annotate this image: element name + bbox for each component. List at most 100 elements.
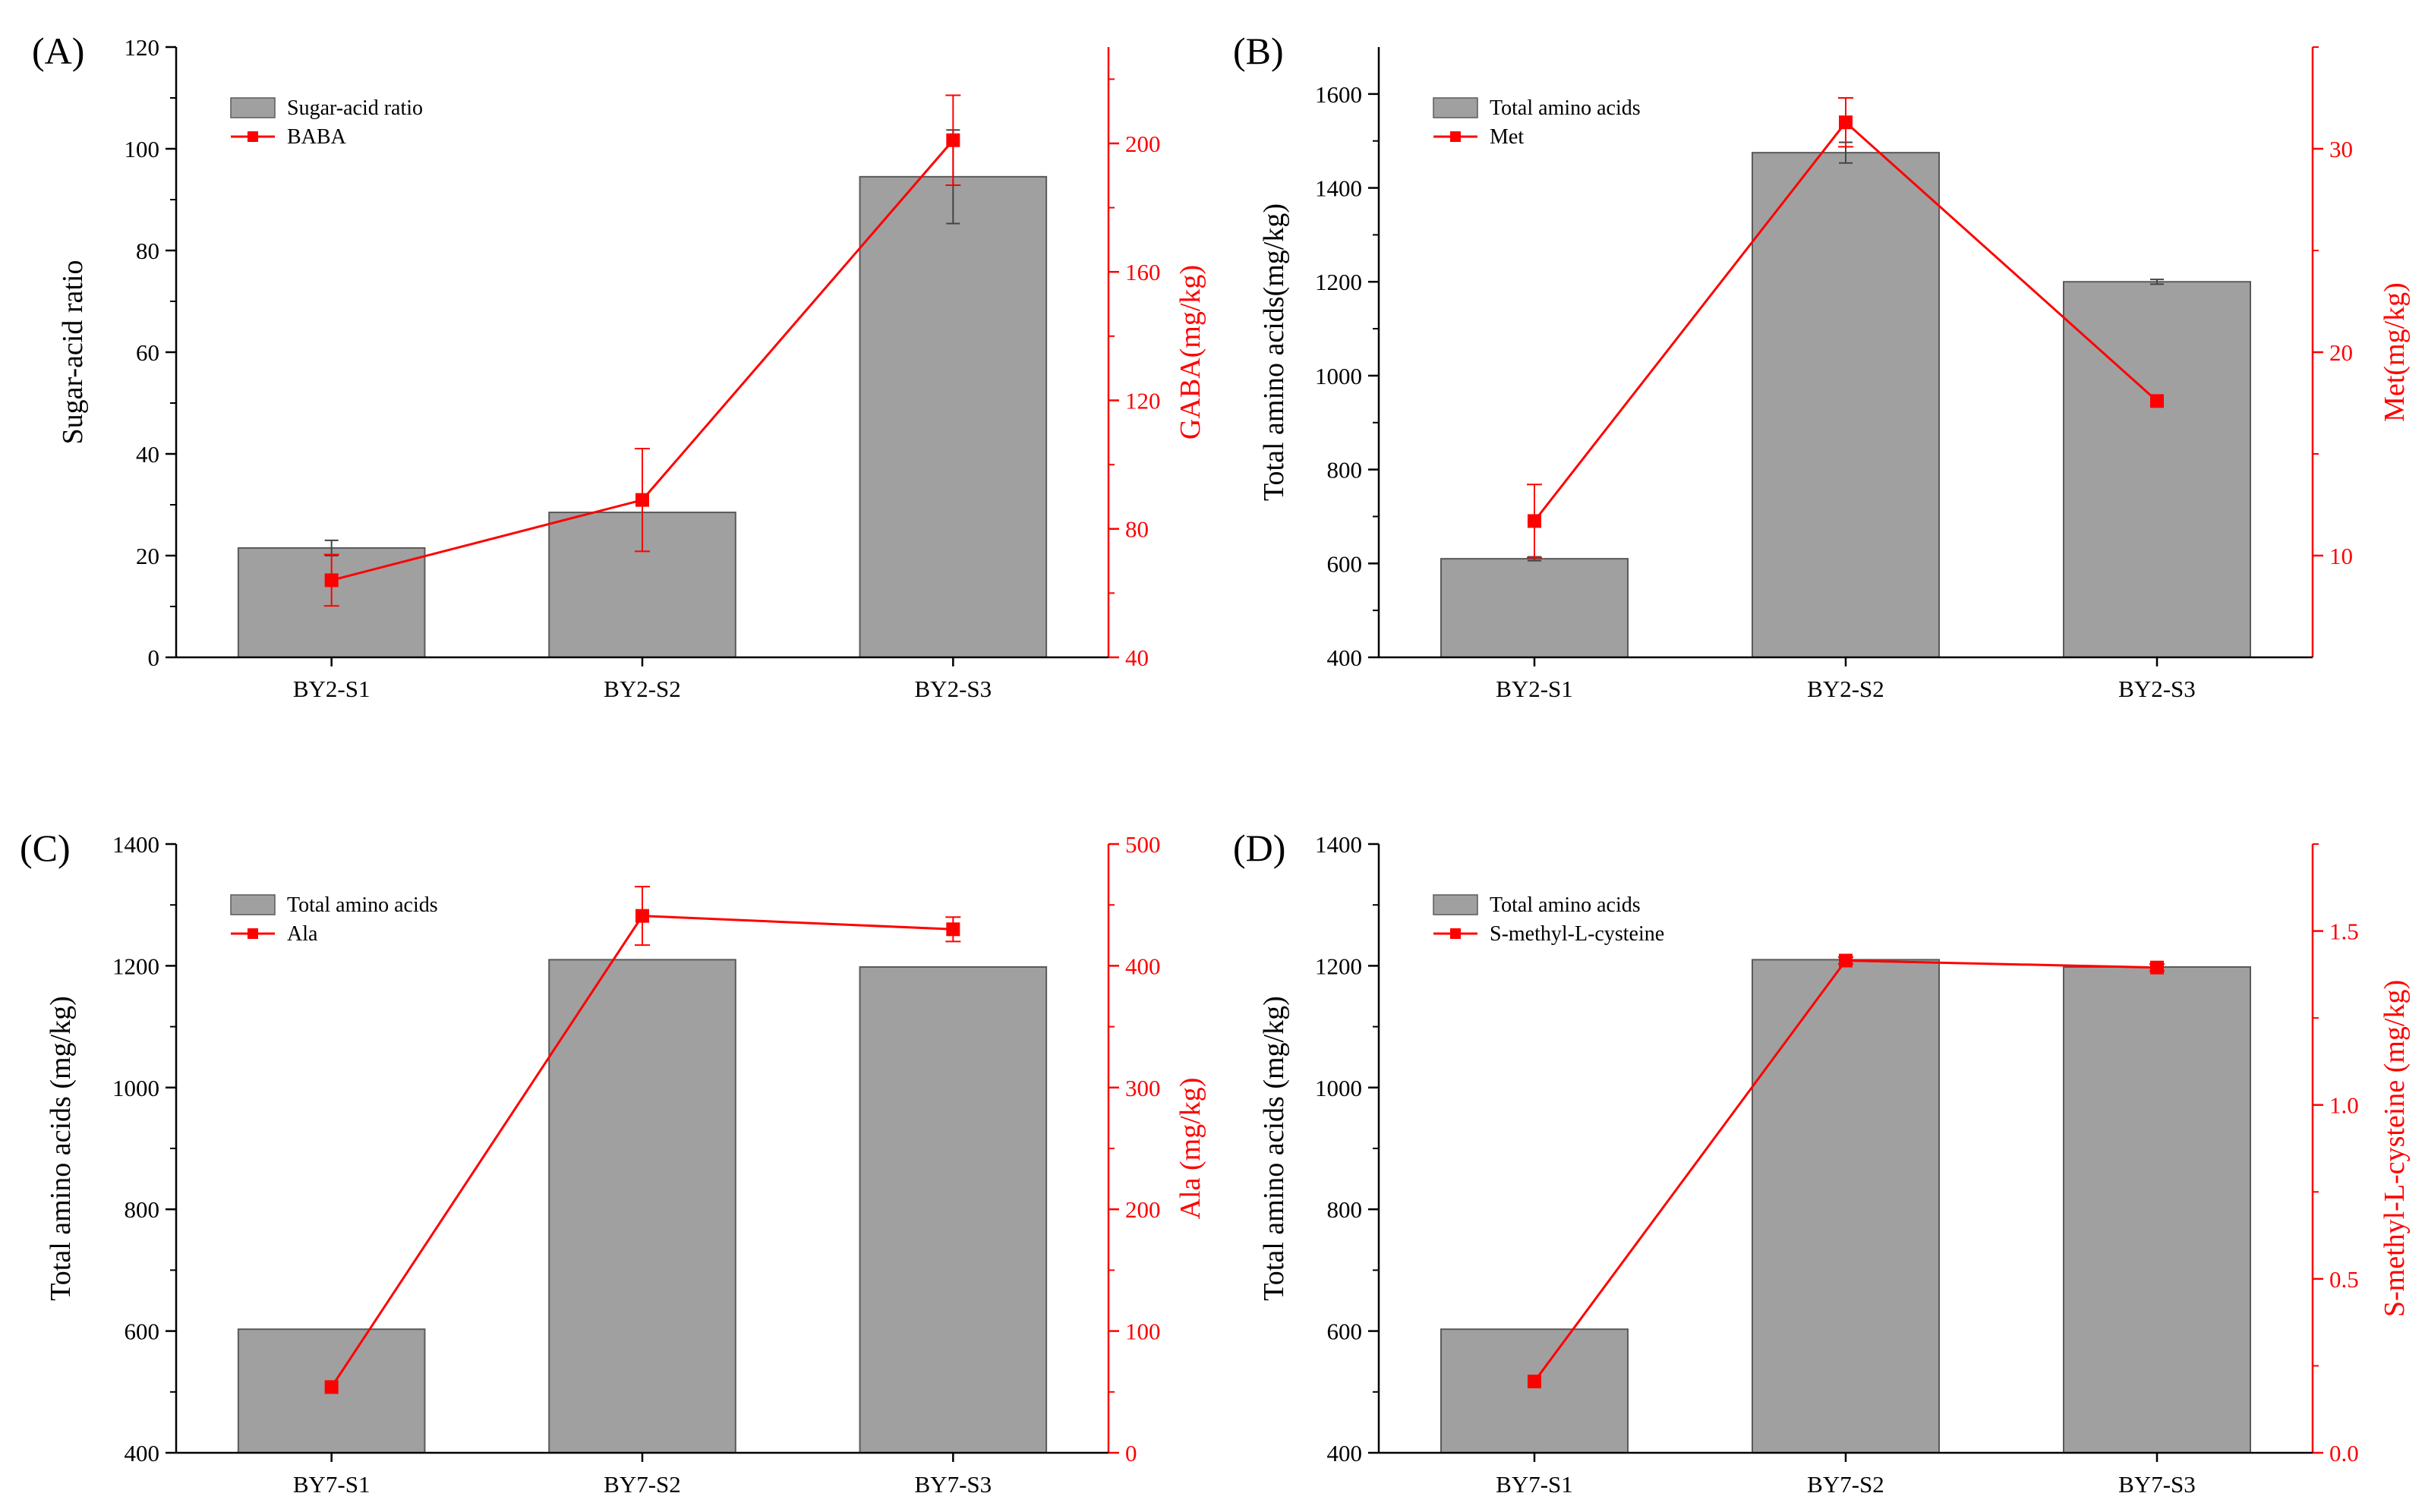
left-tick-label: 800 xyxy=(125,1196,160,1223)
left-tick-label: 1000 xyxy=(1315,363,1362,389)
line-point-by7-s2 xyxy=(635,909,649,923)
left-tick-label: 400 xyxy=(1327,644,1363,671)
line-point-by2-s1 xyxy=(324,573,339,587)
left-tick-label: 1200 xyxy=(1315,953,1362,979)
bar-by7-s3 xyxy=(859,966,1048,1454)
right-tick-label: 200 xyxy=(1125,131,1161,157)
legend-bar-label: Total amino acids xyxy=(287,893,438,917)
category-label-by7-s3: BY7-S3 xyxy=(915,1471,992,1498)
line-point-by2-s2 xyxy=(1839,115,1853,130)
chart-panel-a: (A) 0 20 40 60 80 100 120 Sugar-acid ratio 40 80 12… xyxy=(32,30,1206,702)
bar-error-by2-s3 xyxy=(2150,279,2164,285)
right-tick-label: 200 xyxy=(1125,1196,1161,1223)
left-tick-label: 400 xyxy=(1327,1440,1363,1466)
left-tick-label: 1200 xyxy=(112,953,159,979)
right-tick-label: 0.0 xyxy=(2329,1440,2359,1466)
bar-by2-s2 xyxy=(1752,152,1940,658)
left-tick-label: 100 xyxy=(125,136,160,162)
legend-bar-label: Sugar-acid ratio xyxy=(287,96,423,120)
left-tick-label: 40 xyxy=(136,441,159,468)
legend-bar-swatch xyxy=(1433,894,1478,915)
category-label-by7-s2: BY7-S2 xyxy=(604,1471,681,1498)
legend-line-label: S-methyl-L-cysteine xyxy=(1490,922,1664,946)
right-tick-label: 300 xyxy=(1125,1075,1161,1101)
right-axis-title: S-methyl-L-cysteine (mg/kg) xyxy=(2379,980,2411,1317)
right-tick-label: 1.5 xyxy=(2329,918,2359,945)
right-tick-label: 100 xyxy=(1125,1318,1161,1345)
left-tick-label: 20 xyxy=(136,543,159,569)
legend-line-marker xyxy=(248,928,258,939)
bar-by7-s3 xyxy=(2063,966,2251,1454)
line-point-by7-s2 xyxy=(1839,953,1853,968)
left-tick-label: 60 xyxy=(136,339,159,366)
bar-by7-s2 xyxy=(548,959,736,1454)
left-tick-label: 600 xyxy=(1327,1318,1363,1345)
legend-bar-label: Total amino acids xyxy=(1490,96,1641,120)
panel-label: (B) xyxy=(1233,30,1284,72)
left-tick-label: 80 xyxy=(136,238,159,264)
left-tick-label: 400 xyxy=(125,1440,160,1466)
line-point-by7-s3 xyxy=(946,922,960,937)
legend: Sugar-acid ratio BABA xyxy=(230,96,423,149)
left-tick-label: 800 xyxy=(1327,1196,1363,1223)
line-point-by2-s3 xyxy=(2150,394,2164,408)
panel-label: (C) xyxy=(20,827,71,869)
right-tick-label: 30 xyxy=(2329,136,2353,162)
bar-by2-s3 xyxy=(2063,281,2251,658)
bar-by7-s1 xyxy=(1440,1328,1629,1454)
legend-bar-swatch xyxy=(230,894,276,915)
legend: Total amino acids Met xyxy=(1433,96,1641,149)
left-axis-title: Total amino acids (mg/kg) xyxy=(45,996,77,1301)
line-point-by2-s1 xyxy=(1528,514,1541,528)
left-tick-label: 0 xyxy=(148,644,160,671)
left-tick-label: 600 xyxy=(1327,550,1363,577)
category-label-by7-s2: BY7-S2 xyxy=(1807,1471,1884,1498)
legend-line-marker xyxy=(248,131,258,142)
category-label-by7-s1: BY7-S1 xyxy=(1496,1471,1573,1498)
legend-line-label: Ala xyxy=(287,922,318,946)
chart-panel-d: (D) 400 600 800 1000 1200 1400 Total amino acid… xyxy=(1233,827,2411,1498)
category-label-by2-s2: BY2-S2 xyxy=(1807,676,1884,702)
category-label-by2-s3: BY2-S3 xyxy=(2118,676,2196,702)
right-axis-title: GABA(mg/kg) xyxy=(1175,265,1206,439)
left-tick-label: 1400 xyxy=(1315,175,1362,202)
left-tick-label: 1000 xyxy=(112,1075,159,1101)
left-tick-label: 120 xyxy=(125,34,160,61)
legend-line-label: Met xyxy=(1490,125,1524,149)
category-label-by7-s3: BY7-S3 xyxy=(2118,1471,2196,1498)
right-tick-label: 120 xyxy=(1125,387,1161,414)
legend-bar-label: Total amino acids xyxy=(1490,893,1641,917)
right-tick-label: 0.5 xyxy=(2329,1266,2359,1293)
left-tick-label: 1400 xyxy=(1315,831,1362,858)
right-tick-label: 1.0 xyxy=(2329,1092,2359,1119)
bar-by7-s2 xyxy=(1752,959,1940,1454)
right-tick-label: 500 xyxy=(1125,831,1161,858)
legend-line-label: BABA xyxy=(287,125,347,149)
right-axis-title: Met(mg/kg) xyxy=(2379,282,2411,422)
right-axis-title: Ala (mg/kg) xyxy=(1175,1078,1206,1220)
bar-by2-s3 xyxy=(859,175,1048,659)
left-axis-title: Total amino acids (mg/kg) xyxy=(1258,996,1290,1301)
right-tick-label: 0 xyxy=(1125,1440,1137,1466)
line-point-by2-s2 xyxy=(635,493,649,507)
line-point-by7-s1 xyxy=(324,1380,339,1394)
left-tick-label: 1400 xyxy=(112,831,159,858)
right-tick-label: 20 xyxy=(2329,339,2353,366)
right-tick-label: 80 xyxy=(1125,516,1149,543)
line-point-by7-s3 xyxy=(2150,960,2164,975)
right-tick-label: 40 xyxy=(1125,644,1149,671)
panel-label: (D) xyxy=(1233,827,1285,869)
left-axis-title: Sugar-acid ratio xyxy=(57,260,89,445)
left-tick-label: 800 xyxy=(1327,457,1363,484)
right-tick-label: 10 xyxy=(2329,543,2353,569)
category-label-by2-s3: BY2-S3 xyxy=(915,676,992,702)
line-point-by2-s3 xyxy=(946,133,960,147)
left-tick-label: 600 xyxy=(125,1318,160,1345)
legend: Total amino acids Ala xyxy=(230,893,438,946)
legend: Total amino acids S-methyl-L-cysteine xyxy=(1433,893,1664,946)
legend-line-marker xyxy=(1450,928,1461,939)
left-axis-title: Total amino acids(mg/kg) xyxy=(1258,203,1290,501)
left-tick-label: 1200 xyxy=(1315,269,1362,295)
